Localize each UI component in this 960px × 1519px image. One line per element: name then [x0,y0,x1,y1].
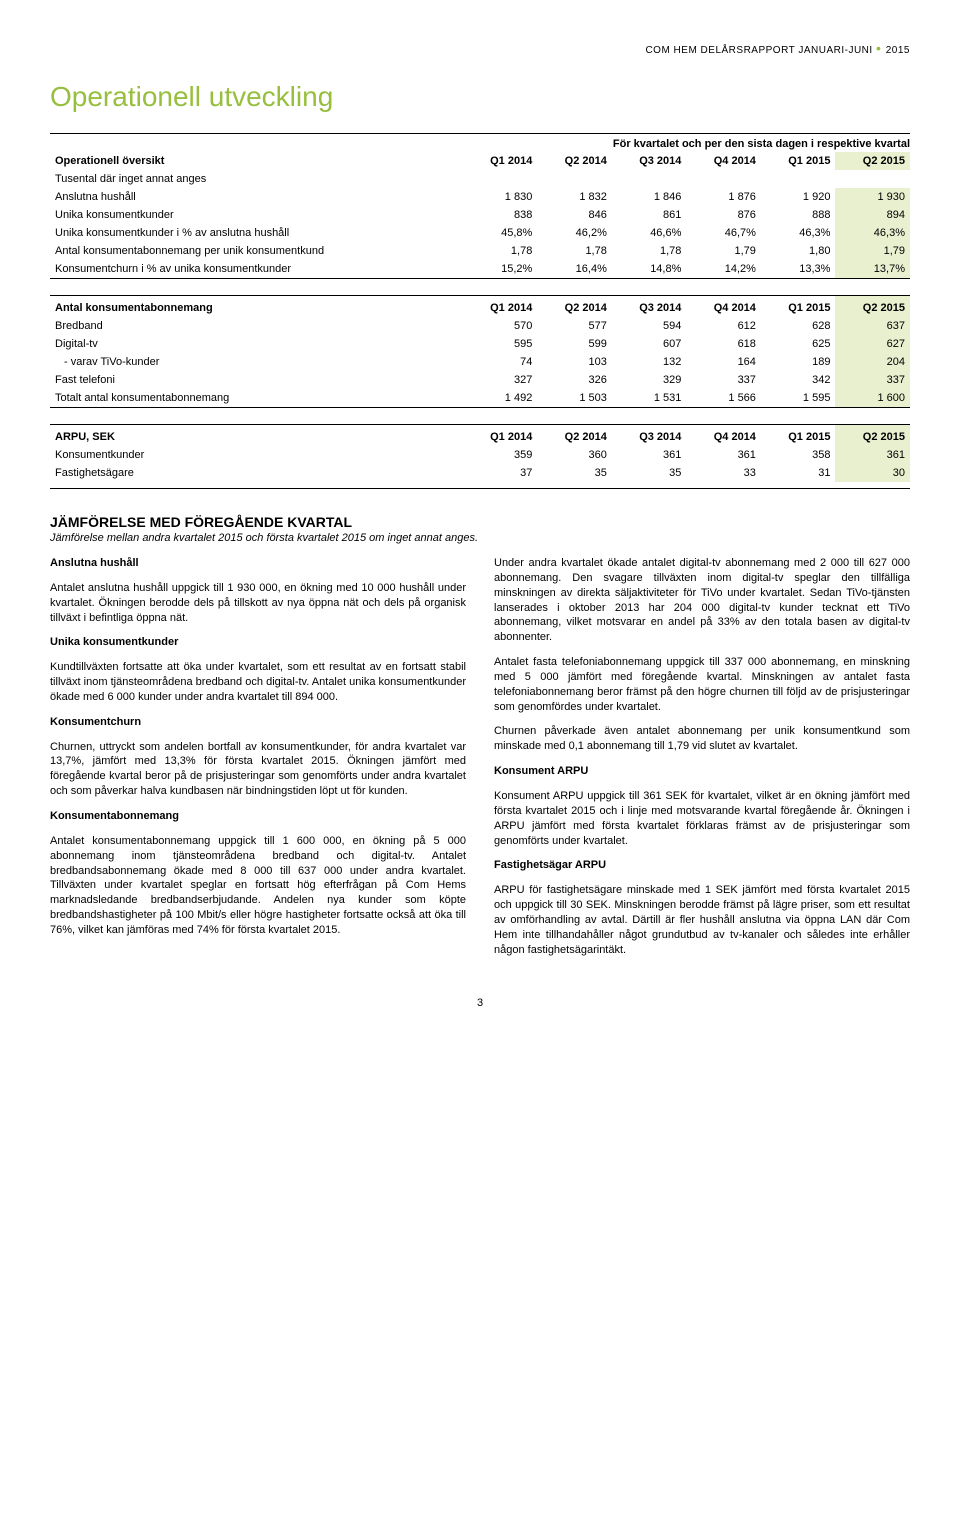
table-row: Digital-tv595599607618625627 [50,335,910,353]
body-text: Antalet fasta telefoniabonnemang uppgick… [494,655,910,714]
table-row: Bredband570577594612628637 [50,317,910,335]
table-row: Totalt antal konsumentabonnemang1 4921 5… [50,389,910,408]
table-header-row: Operationell översikt Q1 2014 Q2 2014 Q3… [50,152,910,170]
table-row: Fastighetsägare373535333130 [50,464,910,482]
document-header: COM HEM DELÅRSRAPPORT JANUARI-JUNI 2015 [50,40,910,56]
left-column: Anslutna hushåll Antalet anslutna hushål… [50,556,466,967]
para-head: Unika konsumentkunder [50,635,466,650]
para-head: Anslutna hushåll [50,556,466,571]
table-header-row: Antal konsumentabonnemang Q1 2014Q2 2014… [50,296,910,318]
table-super-title: För kvartalet och per den sista dagen i … [50,138,910,152]
body-text: Antalet anslutna hushåll uppgick till 1 … [50,581,466,626]
table-row: Anslutna hushåll1 8301 8321 8461 8761 92… [50,188,910,206]
para-head: Konsument ARPU [494,764,910,779]
page-number: 3 [50,997,910,1009]
section-subtitle: Jämförelse mellan andra kvartalet 2015 o… [50,532,910,544]
body-columns: Anslutna hushåll Antalet anslutna hushål… [50,556,910,967]
body-text: ARPU för fastighetsägare minskade med 1 … [494,883,910,957]
table-row: Unika konsumentkunder838846861876888894 [50,206,910,224]
col-head: Q2 2015 [835,152,910,170]
body-text: Kundtillväxten fortsatte att öka under k… [50,660,466,705]
table-row: Fast telefoni327326329337342337 [50,371,910,389]
col-head: Q2 2014 [537,152,612,170]
top-rule [50,133,910,134]
para-head: Konsumentabonnemang [50,809,466,824]
body-text: Konsument ARPU uppgick till 361 SEK för … [494,789,910,848]
col-head: Q3 2014 [612,152,687,170]
table-row: Konsumentchurn i % av unika konsumentkun… [50,260,910,279]
body-text: Churnen, uttryckt som andelen bortfall a… [50,740,466,799]
table-row: Antal konsumentabonnemang per unik konsu… [50,242,910,260]
table-row: Unika konsumentkunder i % av anslutna hu… [50,224,910,242]
header-text: COM HEM DELÅRSRAPPORT JANUARI-JUNI [645,45,872,56]
page-title: Operationell utveckling [50,81,910,113]
body-text: Under andra kvartalet ökade antalet digi… [494,556,910,645]
table-operationell-oversikt: Operationell översikt Q1 2014 Q2 2014 Q3… [50,152,910,482]
table-subhead: Tusental där inget annat anges [50,170,910,188]
col-head: Q4 2014 [686,152,761,170]
table-row: - varav TiVo-kunder74103132164189204 [50,353,910,371]
body-text: Antalet konsumentabonnemang uppgick till… [50,834,466,938]
col-head: Q1 2015 [761,152,836,170]
table-header-row: ARPU, SEK Q1 2014Q2 2014Q3 2014Q4 2014Q1… [50,425,910,447]
header-year: 2015 [876,45,910,56]
col-head: Q1 2014 [463,152,538,170]
col-head: Operationell översikt [50,152,463,170]
right-column: Under andra kvartalet ökade antalet digi… [494,556,910,967]
para-head: Fastighetsägar ARPU [494,858,910,873]
section-title: JÄMFÖRELSE MED FÖREGÅENDE KVARTAL [50,514,910,530]
para-head: Konsumentchurn [50,715,466,730]
body-text: Churnen påverkade även antalet abonneman… [494,724,910,754]
table-row: Konsumentkunder359360361361358361 [50,446,910,464]
